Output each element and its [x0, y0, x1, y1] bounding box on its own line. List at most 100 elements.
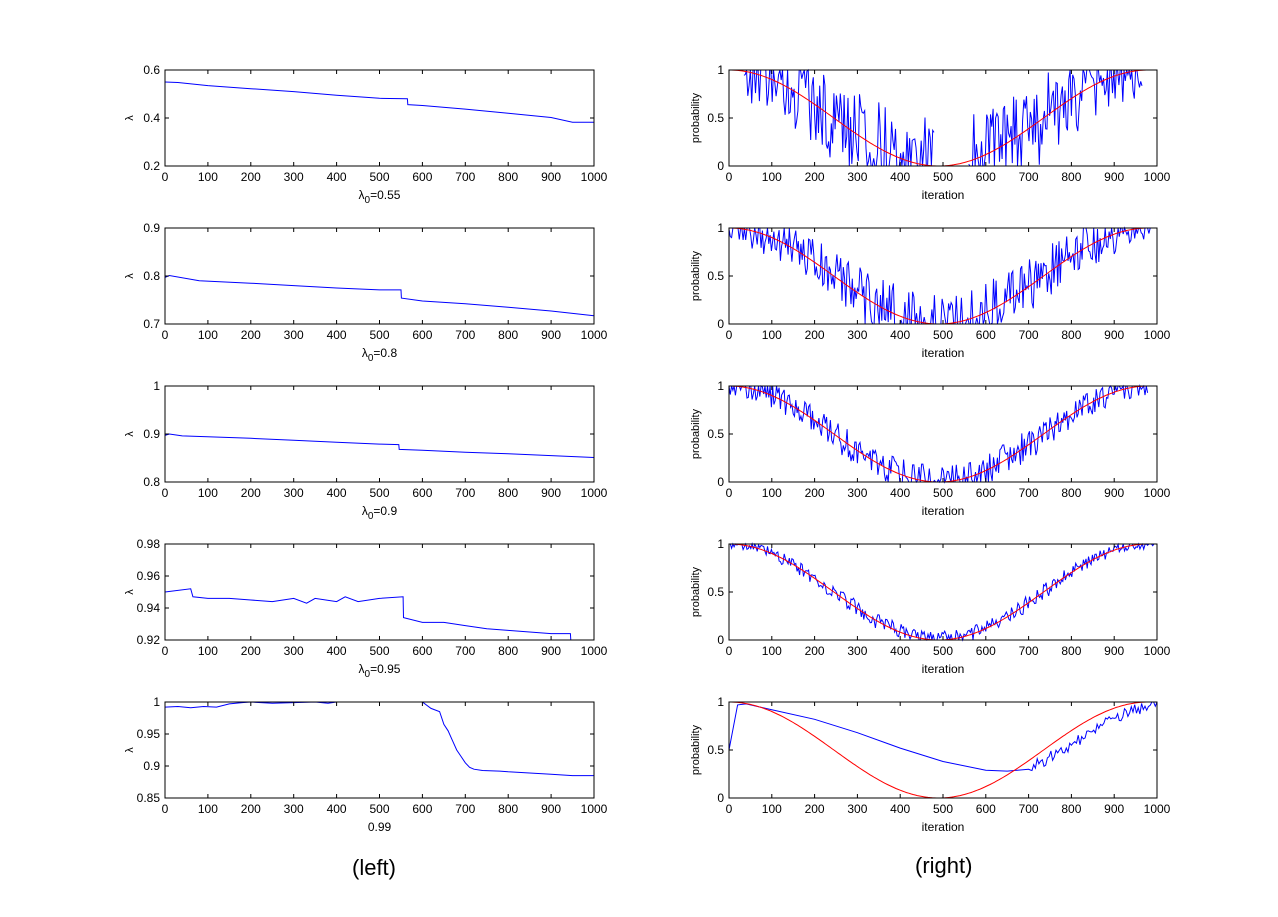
x-tick-label: 600: [976, 802, 996, 816]
x-tick-label: 0: [726, 644, 733, 658]
x-tick-label: 600: [412, 486, 432, 500]
series-observed: [729, 542, 1157, 642]
x-tick-label: 700: [1019, 802, 1039, 816]
x-tick-label: 100: [762, 170, 782, 184]
x-axis-label: λ0=0.55: [359, 188, 401, 206]
y-tick-label: 0.5: [707, 269, 724, 283]
x-tick-label: 300: [284, 170, 304, 184]
x-tick-label: 800: [1061, 644, 1081, 658]
chart-R1: 0 100 200 300 400 500 600 700 800 900 1000 0 0.5 1 pro…: [690, 63, 1171, 202]
y-tick-label: 0.7: [143, 317, 160, 331]
x-tick-label: 0: [162, 802, 169, 816]
y-axis-label: λ: [124, 431, 136, 437]
x-tick-label: 300: [284, 486, 304, 500]
x-tick-label: 200: [805, 328, 825, 342]
x-tick-label: 800: [498, 486, 518, 500]
y-tick-label: 1: [717, 537, 724, 551]
x-tick-label: 200: [805, 486, 825, 500]
series-target: [729, 385, 1149, 483]
axes-box: [728, 69, 1158, 167]
x-tick-label: 400: [890, 486, 910, 500]
chart-L1: 0 100 200 300 400 500 600 700 800 900 1000 0.2 0.4 0.…: [124, 63, 608, 206]
series-target: [729, 69, 1149, 167]
y-tick-label: 0.92: [137, 633, 161, 647]
x-tick-label: 600: [976, 170, 996, 184]
x-tick-label: 300: [847, 802, 867, 816]
x-tick-label: 600: [412, 328, 432, 342]
x-tick-label: 700: [455, 486, 475, 500]
chart-L4: 0 100 200 300 400 500 600 700 800 900 1000 0.92 0.94…: [124, 537, 608, 680]
x-tick-label: 400: [890, 328, 910, 342]
y-tick-label: 1: [717, 379, 724, 393]
y-axis-label: λ: [124, 115, 136, 121]
x-tick-label: 200: [805, 170, 825, 184]
x-tick-label: 200: [241, 486, 261, 500]
y-tick-label: 0.9: [143, 759, 160, 773]
x-axis-label: iteration: [922, 188, 965, 202]
x-tick-label: 300: [847, 644, 867, 658]
x-tick-label: 700: [455, 644, 475, 658]
chart-R4: 0 100 200 300 400 500 600 700 800 900 1000 0 0.5 1 pro…: [690, 537, 1171, 676]
x-tick-label: 800: [498, 328, 518, 342]
x-tick-label: 1000: [1144, 802, 1171, 816]
y-tick-label: 1: [153, 695, 160, 709]
x-tick-label: 1000: [581, 802, 608, 816]
x-tick-label: 0: [726, 486, 733, 500]
x-tick-label: 600: [412, 802, 432, 816]
y-tick-label: 0.5: [707, 427, 724, 441]
x-tick-label: 100: [198, 486, 218, 500]
x-tick-label: 300: [847, 328, 867, 342]
series-λ: [164, 588, 594, 641]
y-tick-label: 0.5: [707, 111, 724, 125]
x-tick-label: 100: [198, 802, 218, 816]
axes-box: [728, 701, 1158, 799]
x-tick-label: 1000: [1144, 486, 1171, 500]
y-tick-label: 1: [717, 695, 724, 709]
x-tick-label: 400: [327, 486, 347, 500]
y-tick-label: 0: [717, 791, 724, 805]
y-axis-label: λ: [124, 589, 136, 595]
x-tick-label: 0: [162, 486, 169, 500]
y-axis-label: probability: [690, 566, 702, 617]
x-tick-label: 300: [284, 328, 304, 342]
x-tick-label: 300: [284, 802, 304, 816]
y-axis-label: probability: [690, 250, 702, 301]
y-tick-label: 0.9: [143, 427, 160, 441]
y-tick-label: 0.9: [143, 221, 160, 235]
x-axis-label: λ0=0.95: [359, 662, 401, 680]
x-tick-label: 900: [541, 644, 561, 658]
y-tick-label: 0: [717, 633, 724, 647]
x-tick-label: 1000: [581, 486, 608, 500]
x-tick-label: 700: [1019, 486, 1039, 500]
x-tick-label: 600: [976, 328, 996, 342]
x-tick-label: 800: [1061, 170, 1081, 184]
x-tick-label: 200: [241, 644, 261, 658]
axes-box: [728, 385, 1158, 483]
x-tick-label: 100: [198, 328, 218, 342]
x-tick-label: 700: [455, 802, 475, 816]
x-axis-label: iteration: [922, 820, 965, 834]
x-tick-label: 300: [847, 486, 867, 500]
x-tick-label: 900: [541, 802, 561, 816]
x-axis-label: iteration: [922, 346, 965, 360]
x-tick-label: 0: [726, 802, 733, 816]
axes-box: [164, 543, 595, 641]
x-tick-label: 0: [162, 170, 169, 184]
series-λ: [164, 701, 594, 777]
x-tick-label: 700: [1019, 644, 1039, 658]
x-tick-label: 100: [198, 170, 218, 184]
x-tick-label: 500: [933, 170, 953, 184]
series-observed: [728, 701, 1158, 772]
x-tick-label: 900: [1104, 170, 1124, 184]
x-tick-label: 900: [1104, 644, 1124, 658]
x-tick-label: 600: [412, 170, 432, 184]
y-tick-label: 0.95: [137, 727, 161, 741]
y-axis-label: probability: [690, 408, 702, 459]
y-axis-label: probability: [690, 92, 702, 143]
x-tick-label: 500: [369, 170, 389, 184]
y-axis-label: probability: [690, 724, 702, 775]
y-tick-label: 0.96: [137, 569, 161, 583]
caption-right: (right): [915, 853, 973, 878]
x-tick-label: 100: [762, 486, 782, 500]
